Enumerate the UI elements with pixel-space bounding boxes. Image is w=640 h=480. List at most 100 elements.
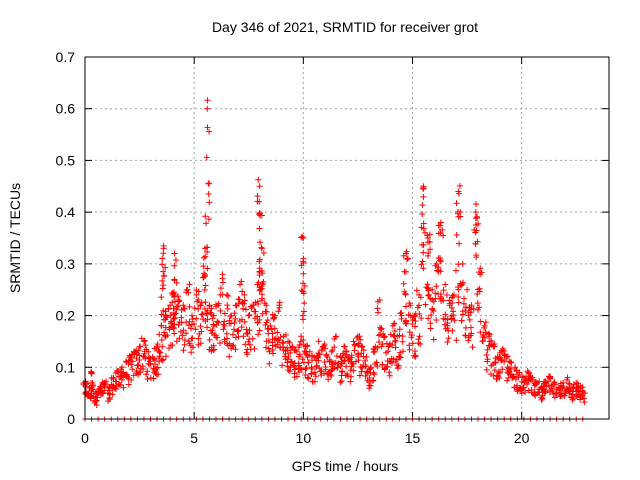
data-point bbox=[295, 344, 302, 351]
data-point bbox=[227, 313, 234, 320]
data-point bbox=[350, 367, 357, 374]
data-point bbox=[258, 285, 265, 292]
data-point bbox=[305, 375, 312, 382]
data-point bbox=[298, 262, 305, 269]
data-point bbox=[203, 154, 210, 161]
data-point bbox=[437, 268, 444, 275]
data-point bbox=[435, 222, 442, 229]
data-point bbox=[284, 356, 291, 363]
data-point bbox=[392, 344, 399, 351]
data-point bbox=[340, 350, 347, 357]
data-point bbox=[303, 364, 310, 371]
data-point bbox=[564, 376, 571, 383]
data-point bbox=[219, 275, 226, 282]
data-point bbox=[172, 257, 179, 264]
data-point bbox=[363, 353, 370, 360]
y-tick-label: 0.7 bbox=[56, 49, 76, 65]
data-point bbox=[347, 378, 354, 385]
data-point bbox=[159, 261, 166, 268]
data-point bbox=[141, 350, 148, 357]
data-point bbox=[402, 268, 409, 275]
data-point bbox=[300, 270, 307, 277]
data-point bbox=[160, 307, 167, 314]
data-point bbox=[167, 312, 174, 319]
plot-frame bbox=[84, 56, 610, 420]
data-point bbox=[206, 199, 213, 206]
data-point bbox=[204, 324, 211, 331]
data-point bbox=[309, 378, 316, 385]
data-point bbox=[291, 360, 298, 367]
data-point bbox=[420, 225, 427, 232]
data-point bbox=[358, 343, 365, 350]
data-point bbox=[581, 399, 588, 406]
data-point bbox=[123, 372, 130, 379]
data-point bbox=[345, 357, 352, 364]
data-point bbox=[231, 310, 238, 317]
data-point bbox=[352, 358, 359, 365]
data-point bbox=[528, 387, 535, 394]
data-point bbox=[462, 332, 469, 339]
data-point bbox=[540, 386, 547, 393]
x-tick-label: 15 bbox=[405, 430, 421, 446]
data-point bbox=[176, 335, 183, 342]
data-point bbox=[141, 337, 148, 344]
data-point bbox=[472, 241, 479, 248]
data-point bbox=[341, 343, 348, 350]
data-point bbox=[263, 344, 270, 351]
data-point bbox=[566, 384, 573, 391]
data-point bbox=[256, 183, 263, 190]
data-point bbox=[204, 97, 211, 104]
data-point bbox=[167, 320, 174, 327]
data-point bbox=[415, 302, 422, 309]
data-point bbox=[152, 361, 159, 368]
data-point bbox=[202, 299, 209, 306]
data-point bbox=[430, 298, 437, 305]
data-point bbox=[144, 376, 151, 383]
data-point bbox=[443, 292, 450, 299]
data-point bbox=[369, 377, 376, 384]
data-point bbox=[205, 216, 212, 223]
data-point bbox=[210, 312, 217, 319]
data-point bbox=[256, 256, 263, 263]
data-point bbox=[403, 320, 410, 327]
data-point bbox=[390, 332, 397, 339]
data-point bbox=[483, 352, 490, 359]
data-point bbox=[373, 359, 380, 366]
data-point bbox=[451, 317, 458, 324]
data-point bbox=[169, 299, 176, 306]
data-point bbox=[386, 372, 393, 379]
data-point bbox=[565, 380, 572, 387]
data-point bbox=[270, 350, 277, 357]
data-point bbox=[501, 356, 508, 363]
data-point bbox=[526, 370, 533, 377]
data-point bbox=[220, 321, 227, 328]
data-point bbox=[277, 333, 284, 340]
data-point bbox=[374, 305, 381, 312]
data-point bbox=[269, 342, 276, 349]
data-point bbox=[153, 345, 160, 352]
data-point bbox=[426, 231, 433, 238]
data-point bbox=[147, 360, 154, 367]
data-point bbox=[228, 345, 235, 352]
data-point bbox=[153, 365, 160, 372]
data-point bbox=[302, 366, 309, 373]
data-point bbox=[159, 343, 166, 350]
data-point bbox=[360, 347, 367, 354]
data-point bbox=[245, 312, 252, 319]
data-point bbox=[472, 215, 479, 222]
data-point bbox=[186, 281, 193, 288]
data-point bbox=[459, 260, 466, 267]
data-point bbox=[460, 300, 467, 307]
data-point bbox=[387, 331, 394, 338]
data-point bbox=[467, 332, 474, 339]
data-point bbox=[506, 369, 513, 376]
data-point bbox=[276, 299, 283, 306]
data-point bbox=[161, 329, 168, 336]
data-point bbox=[514, 371, 521, 378]
data-point bbox=[358, 368, 365, 375]
data-point bbox=[255, 301, 262, 308]
data-point bbox=[135, 361, 142, 368]
data-point bbox=[239, 288, 246, 295]
data-point bbox=[429, 306, 436, 313]
